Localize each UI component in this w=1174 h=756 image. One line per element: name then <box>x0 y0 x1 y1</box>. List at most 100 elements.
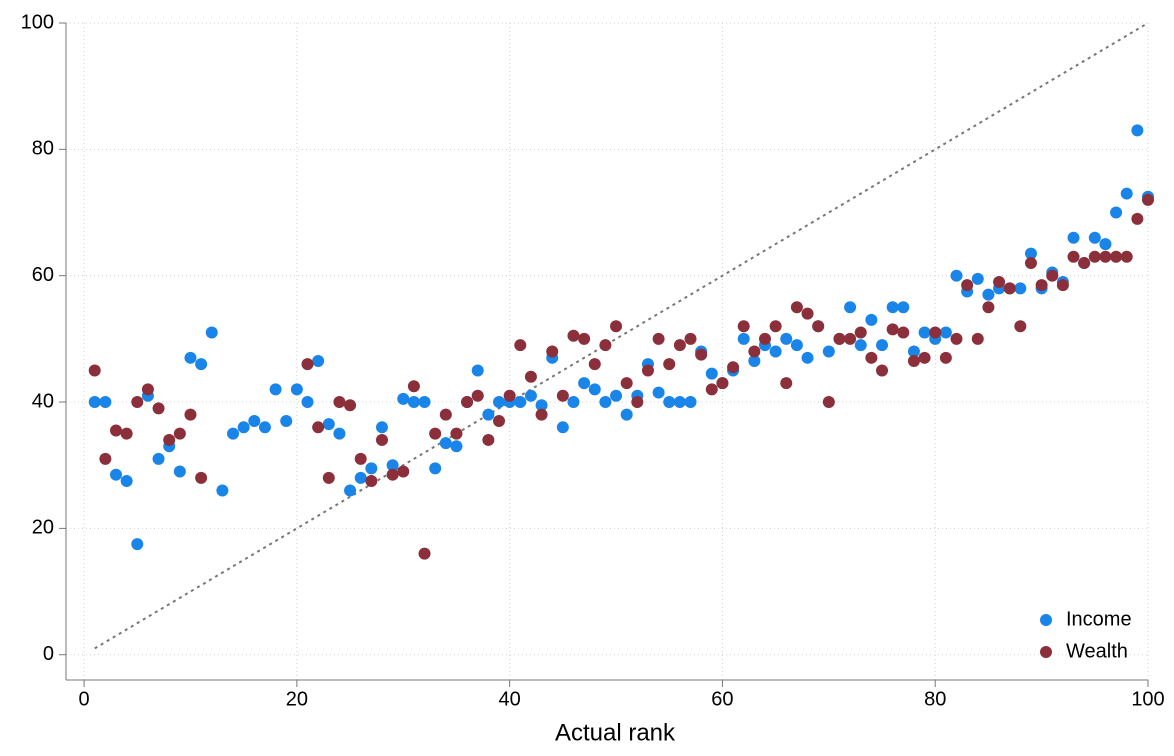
point <box>1046 269 1059 282</box>
point <box>790 301 803 314</box>
point <box>769 320 782 333</box>
point <box>1120 250 1133 263</box>
point <box>397 392 410 405</box>
point <box>301 358 314 371</box>
point <box>280 414 293 427</box>
point <box>471 364 484 377</box>
y-tick-label: 40 <box>32 390 54 412</box>
point <box>1014 282 1027 295</box>
point <box>152 402 165 415</box>
point <box>673 339 686 352</box>
point <box>131 538 144 551</box>
point <box>482 408 495 421</box>
point <box>110 424 123 437</box>
point <box>514 396 527 409</box>
point <box>184 408 197 421</box>
point <box>322 418 335 431</box>
point <box>386 468 399 481</box>
x-tick-label: 80 <box>924 688 946 710</box>
point <box>1088 250 1101 263</box>
point <box>567 329 580 342</box>
point <box>588 383 601 396</box>
point <box>258 421 271 434</box>
point <box>886 301 899 314</box>
point <box>524 370 537 383</box>
point <box>1131 124 1144 137</box>
point <box>1056 279 1069 292</box>
point <box>939 326 952 339</box>
point <box>429 427 442 440</box>
point <box>493 396 506 409</box>
point <box>822 345 835 358</box>
point <box>312 354 325 367</box>
point <box>407 380 420 393</box>
point <box>854 326 867 339</box>
point <box>1024 247 1037 260</box>
point <box>844 301 857 314</box>
point <box>1067 250 1080 263</box>
point <box>131 396 144 409</box>
point <box>535 399 548 412</box>
point <box>269 383 282 396</box>
point <box>290 383 303 396</box>
point <box>237 421 250 434</box>
legend-label: Income <box>1066 608 1132 630</box>
point <box>844 332 857 345</box>
point <box>929 326 942 339</box>
point <box>312 421 325 434</box>
point <box>705 383 718 396</box>
point <box>152 452 165 465</box>
point <box>971 272 984 285</box>
point <box>365 475 378 488</box>
legend-marker <box>1040 646 1052 658</box>
point <box>993 276 1006 289</box>
point <box>1110 206 1123 219</box>
point <box>450 427 463 440</box>
point <box>439 408 452 421</box>
point <box>982 301 995 314</box>
point <box>556 421 569 434</box>
x-axis-label: Actual rank <box>555 719 676 746</box>
point <box>620 408 633 421</box>
point <box>397 465 410 478</box>
point <box>705 367 718 380</box>
point <box>620 377 633 390</box>
y-tick-label: 100 <box>21 11 54 33</box>
point <box>418 547 431 560</box>
point <box>854 339 867 352</box>
point <box>386 459 399 472</box>
point <box>780 377 793 390</box>
point <box>461 396 474 409</box>
point <box>812 320 825 333</box>
point <box>578 377 591 390</box>
point <box>1078 257 1091 270</box>
point <box>195 358 208 371</box>
x-tick-label: 0 <box>79 688 90 710</box>
point <box>599 396 612 409</box>
point <box>344 399 357 412</box>
point <box>514 339 527 352</box>
point <box>716 377 729 390</box>
point <box>1067 231 1080 244</box>
point <box>610 320 623 333</box>
point <box>897 326 910 339</box>
point <box>141 383 154 396</box>
y-tick-label: 0 <box>43 643 54 665</box>
point <box>503 389 516 402</box>
point <box>865 351 878 364</box>
x-tick-label: 40 <box>499 688 521 710</box>
point <box>1142 193 1154 206</box>
point <box>748 354 761 367</box>
legend-marker <box>1040 614 1052 626</box>
point <box>801 307 814 320</box>
point <box>365 462 378 475</box>
y-tick-label: 20 <box>32 517 54 539</box>
point <box>588 358 601 371</box>
point <box>907 345 920 358</box>
point <box>471 389 484 402</box>
point <box>886 323 899 336</box>
point <box>950 269 963 282</box>
point <box>301 396 314 409</box>
point <box>801 351 814 364</box>
point <box>173 465 186 478</box>
